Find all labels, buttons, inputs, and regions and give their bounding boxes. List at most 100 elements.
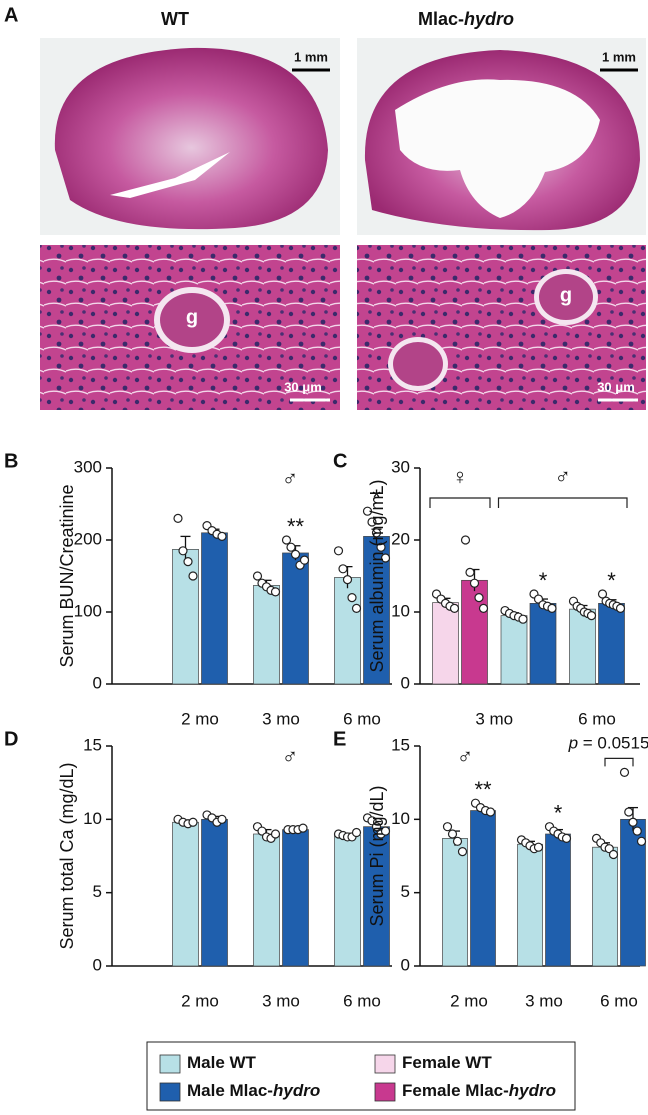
y-tick-label: 30 (391, 457, 410, 476)
y-tick-label: 0 (401, 673, 410, 692)
x-tick-label: 2 mo (450, 991, 488, 1010)
data-point (608, 849, 619, 860)
y-tick-label: 0 (93, 673, 102, 692)
legend-swatch (159, 1082, 181, 1102)
bar (470, 810, 496, 967)
bar (201, 818, 228, 967)
legend-italic: hydro (273, 1081, 320, 1100)
data-point (286, 542, 296, 552)
data-point (217, 531, 227, 542)
data-point (474, 592, 484, 603)
legend-italic: hydro (509, 1081, 556, 1100)
glomerulus (539, 274, 593, 320)
y-tick-label: 200 (74, 529, 102, 548)
significance: ** (474, 777, 492, 802)
title-part: Mlac- (418, 9, 464, 29)
bar (282, 552, 309, 685)
sex-symbol: ♀ (452, 464, 469, 489)
bar (253, 833, 280, 967)
scale-label: 1 mm (602, 49, 636, 64)
y-axis-label: Serum albumin (mg/mL) (367, 479, 387, 672)
y-axis-label: Serum BUN/Creatinine (57, 484, 77, 667)
data-point (371, 528, 382, 538)
data-point (270, 587, 281, 597)
glomerulus (160, 293, 224, 347)
data-point (442, 822, 453, 832)
data-point (257, 826, 267, 836)
data-point (597, 589, 608, 599)
y-tick-label: 0 (401, 955, 410, 974)
scale-label: 1 mm (294, 49, 328, 64)
data-point (351, 827, 362, 838)
data-point (188, 817, 198, 827)
data-point (173, 513, 183, 524)
data-point (342, 574, 353, 585)
data-point (281, 535, 292, 545)
data-point (447, 829, 458, 839)
bar (201, 532, 228, 685)
panel-label: D (4, 728, 18, 750)
data-point (561, 833, 572, 844)
column-title: WT (161, 9, 189, 29)
x-tick-label: 6 mo (343, 709, 381, 728)
bar (442, 838, 468, 967)
data-point (380, 553, 391, 563)
data-point (347, 592, 357, 603)
data-point (518, 614, 528, 624)
bar (598, 603, 625, 685)
bar (569, 608, 596, 685)
data-point (380, 826, 391, 836)
x-tick-label: 3 mo (262, 991, 300, 1010)
legend-box (146, 1041, 576, 1111)
data-point (624, 807, 634, 817)
data-point (628, 817, 638, 827)
x-tick-label: 2 mo (181, 991, 219, 1010)
data-point (485, 807, 496, 817)
significance: ** (287, 514, 305, 539)
p-text: = 0.0515 (578, 734, 648, 753)
data-point (367, 816, 377, 826)
bar (529, 603, 557, 685)
bracket (604, 757, 634, 767)
legend-text: Male WT (187, 1053, 257, 1072)
sex-symbol: ♂ (457, 744, 474, 769)
data-point (469, 578, 480, 588)
data-point (533, 842, 544, 852)
bracket (429, 497, 491, 508)
data-point (298, 823, 308, 833)
legend-label: Female WT (402, 1053, 492, 1072)
bar (172, 821, 199, 967)
panel-label: A (4, 4, 18, 26)
x-tick-label: 3 mo (262, 709, 300, 728)
glomerulus-label: g (560, 284, 572, 306)
data-point (371, 822, 382, 832)
significance: * (554, 800, 563, 825)
bar (517, 843, 543, 967)
data-point (615, 603, 626, 614)
x-tick-label: 3 mo (475, 709, 513, 728)
significance: * (539, 568, 548, 593)
data-point (178, 546, 188, 556)
y-axis-label: Serum Pi (mg/dL) (367, 785, 387, 926)
kidney-section (54, 47, 329, 230)
legend-text: Female Mlac- (402, 1081, 509, 1100)
bar (282, 829, 309, 967)
x-tick-label: 3 mo (525, 991, 563, 1010)
legend-swatch (159, 1054, 181, 1074)
y-tick-label: 10 (83, 809, 102, 828)
data-point (478, 603, 489, 614)
scale-label: 30 μm (597, 379, 635, 394)
bar (545, 833, 571, 967)
data-point (362, 506, 373, 516)
data-point (299, 555, 310, 565)
panel-label: B (4, 450, 18, 472)
legend-label: Male WT (187, 1053, 257, 1072)
significance: * (607, 568, 616, 593)
panel-label: E (333, 728, 346, 750)
legend-swatch (374, 1054, 396, 1074)
legend-label: Female Mlac-hydro (402, 1081, 556, 1100)
legend-swatch (374, 1082, 396, 1102)
bar (172, 549, 199, 685)
bar (432, 602, 459, 685)
bar (253, 585, 280, 685)
